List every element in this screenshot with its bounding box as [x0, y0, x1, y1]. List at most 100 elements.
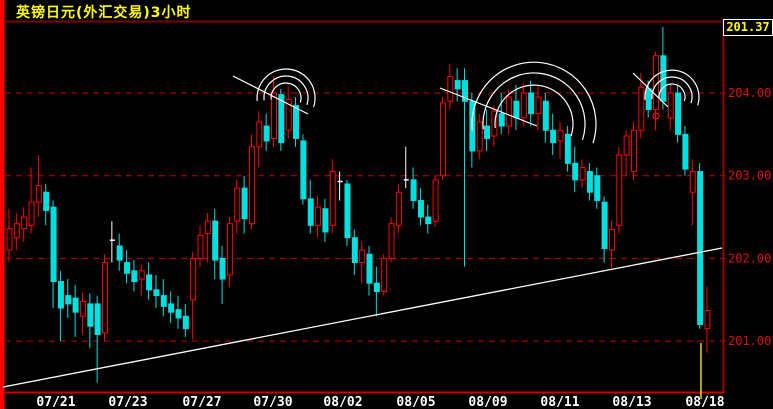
x-axis-label: 07/27 — [182, 395, 221, 409]
candle — [454, 68, 461, 102]
candle — [689, 159, 696, 226]
candle-body-down — [182, 315, 189, 330]
candle — [439, 97, 446, 180]
candle — [447, 64, 454, 110]
resistance-line[interactable] — [439, 87, 538, 127]
circle-marker[interactable] — [652, 112, 660, 120]
candle — [116, 233, 123, 271]
arc-annotation[interactable] — [494, 84, 574, 137]
candle — [417, 188, 424, 226]
candle — [616, 146, 623, 234]
candle-body-down — [572, 162, 579, 181]
arc-annotation[interactable] — [270, 82, 302, 103]
candle — [594, 167, 601, 209]
candle-body-up — [689, 171, 696, 193]
candle — [608, 221, 615, 269]
arc-annotation[interactable] — [482, 72, 586, 140]
candle — [601, 196, 608, 263]
candle-body-down — [175, 309, 182, 319]
candle — [278, 88, 285, 151]
annotation-layer[interactable] — [2, 61, 723, 399]
candle — [79, 293, 86, 335]
candle-body-up — [102, 262, 109, 334]
arc-annotation[interactable] — [658, 83, 686, 102]
candle-body-down — [43, 191, 50, 211]
candle — [638, 73, 645, 139]
candle-body-up — [285, 99, 292, 131]
candle-body-up — [704, 310, 711, 330]
candle — [94, 295, 101, 383]
candle-body-down — [212, 220, 219, 261]
candle-body-down — [351, 237, 358, 264]
candle — [667, 84, 674, 131]
candle — [528, 80, 535, 127]
arc-annotation[interactable] — [263, 75, 309, 105]
candle-body-down — [278, 94, 285, 144]
candle — [226, 217, 233, 288]
candle-body-up — [315, 206, 322, 226]
candle — [315, 196, 322, 238]
candle — [168, 291, 175, 323]
resistance-line[interactable] — [232, 75, 309, 115]
axis-frame-layer: 07/21 07/23 07/27 07/30 08/02 08/05 08/09 08/11… — [0, 0, 725, 409]
candle — [256, 111, 263, 168]
candle-body-up — [190, 257, 197, 301]
arc-annotation[interactable] — [644, 69, 700, 106]
candle-body-down — [131, 270, 138, 283]
candle-body-up — [395, 191, 402, 226]
candle — [586, 163, 593, 201]
candle — [675, 84, 682, 143]
candle — [359, 241, 366, 284]
candle-body-up — [506, 96, 513, 127]
candle — [542, 93, 549, 143]
candle-body-up — [388, 223, 395, 259]
candle-body-up — [197, 234, 204, 259]
x-axis-label: 07/23 — [108, 395, 147, 409]
candle-body-down — [57, 281, 64, 309]
y-axis-label: 203.00 — [728, 169, 771, 183]
candle-body-up — [630, 129, 637, 173]
candle-body-down — [697, 171, 704, 326]
candle-body-up — [226, 223, 233, 276]
candle-body-up — [638, 86, 645, 131]
candle-body-down — [550, 129, 557, 144]
candle-body-down — [263, 125, 270, 142]
candle-body-down — [675, 92, 682, 135]
left-border-bar — [0, 0, 5, 409]
candle-body-down — [682, 133, 689, 170]
uptrend-line[interactable] — [2, 247, 723, 388]
candle-body-down — [219, 257, 226, 280]
candle — [491, 105, 498, 147]
resistance-line[interactable] — [632, 72, 669, 108]
candle-body-up — [234, 187, 241, 222]
candle-body-up — [256, 121, 263, 148]
candle-body-up — [6, 228, 13, 251]
candle-body-down — [417, 200, 424, 218]
x-axis-label: 08/05 — [396, 395, 435, 409]
candle — [146, 262, 153, 300]
candle — [182, 303, 189, 337]
y-axis-label: 201.00 — [728, 334, 771, 348]
candle — [572, 146, 579, 193]
arc-annotation[interactable] — [651, 76, 693, 104]
candle — [425, 204, 432, 234]
candle — [28, 167, 35, 234]
candle — [263, 113, 270, 151]
arc-annotation[interactable] — [471, 61, 597, 144]
arc-annotation[interactable] — [256, 68, 316, 108]
candle — [307, 179, 314, 234]
candle-body-up — [13, 223, 20, 239]
candle — [204, 212, 211, 263]
candles-layer — [6, 26, 711, 383]
candle-body-up — [248, 146, 255, 225]
candle-body-down — [50, 206, 57, 283]
x-axis-label: 07/21 — [36, 395, 75, 409]
candle — [403, 146, 409, 189]
candle — [704, 286, 711, 353]
candle-body-down — [373, 282, 380, 292]
candle-body-down — [153, 289, 160, 297]
candle — [102, 254, 109, 342]
candle-body-up — [476, 121, 483, 152]
